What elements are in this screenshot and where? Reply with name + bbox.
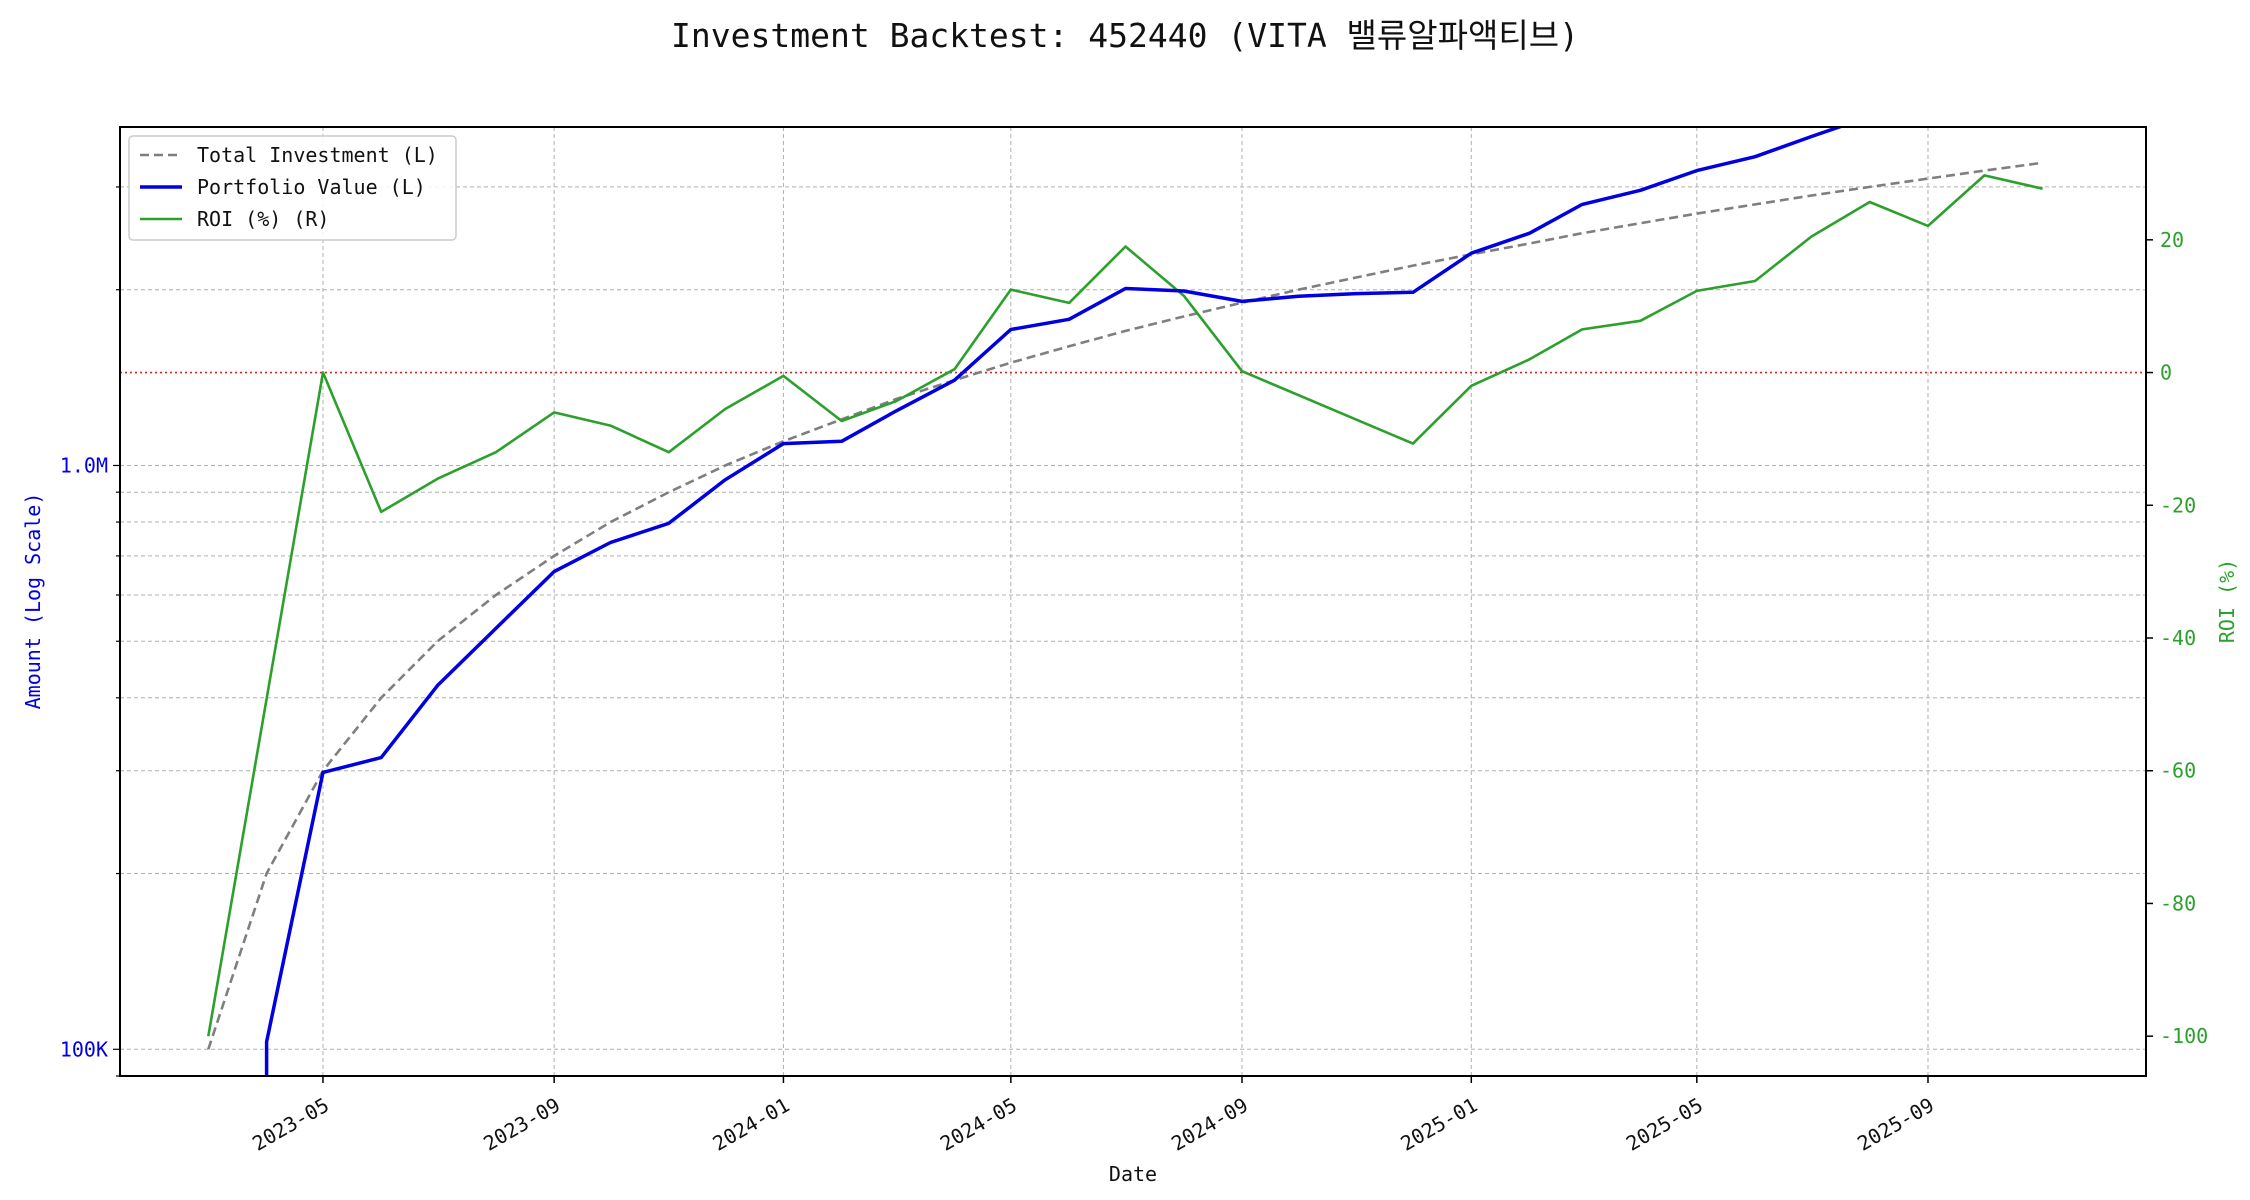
series-layer bbox=[207, 127, 2043, 1076]
y-right-tick-label: -60 bbox=[2160, 759, 2196, 783]
x-tick-label: 2024-01 bbox=[709, 1093, 794, 1156]
grid-layer bbox=[120, 127, 2146, 1077]
y-right-tick-label: 0 bbox=[2160, 361, 2172, 385]
plot-frame bbox=[119, 126, 2147, 1077]
x-tick-label: 2023-05 bbox=[248, 1093, 333, 1156]
y-left-tick-label: 100K bbox=[60, 1037, 108, 1061]
x-tick-label: 2025-09 bbox=[1853, 1093, 1938, 1156]
chart-title: Investment Backtest: 452440 (VITA 밸류알파액티… bbox=[671, 16, 1579, 55]
y-right-tick-label: -20 bbox=[2160, 493, 2196, 517]
x-tick-label: 2025-01 bbox=[1396, 1093, 1481, 1156]
x-axis-title: Date bbox=[1109, 1162, 1157, 1186]
total-investment-line bbox=[207, 161, 2043, 1050]
legend-box bbox=[128, 135, 457, 241]
x-tick-label: 2023-09 bbox=[479, 1093, 564, 1156]
x-tick-label: 2024-09 bbox=[1167, 1093, 1252, 1156]
y-right-tick-label: -100 bbox=[2160, 1024, 2208, 1048]
x-tick-label: 2025-05 bbox=[1622, 1093, 1707, 1156]
y-left-tick-label: 1.0M bbox=[60, 453, 108, 477]
legend-label-roi: ROI (%) (R) bbox=[197, 207, 329, 231]
y-right-tick-label: -40 bbox=[2160, 626, 2196, 650]
x-tick-label: 2024-05 bbox=[936, 1093, 1021, 1156]
y-right-axis-title: ROI (%) bbox=[2215, 559, 2239, 643]
portfolio-value-line bbox=[264, 127, 1845, 1076]
legend-label-total-investment: Total Investment (L) bbox=[197, 143, 438, 167]
y-right-tick-label: -80 bbox=[2160, 891, 2196, 915]
roi-line bbox=[207, 174, 2043, 1037]
legend: Total Investment (L) Portfolio Value (L)… bbox=[128, 135, 457, 241]
y-left-axis-title: Amount (Log Scale) bbox=[21, 493, 45, 710]
legend-label-portfolio-value: Portfolio Value (L) bbox=[197, 175, 426, 199]
y-right-tick-label: 20 bbox=[2160, 228, 2184, 252]
axis-layer: 2023-05 2023-09 2024-01 2024-05 2024-09 2025-… bbox=[60, 186, 2208, 1156]
